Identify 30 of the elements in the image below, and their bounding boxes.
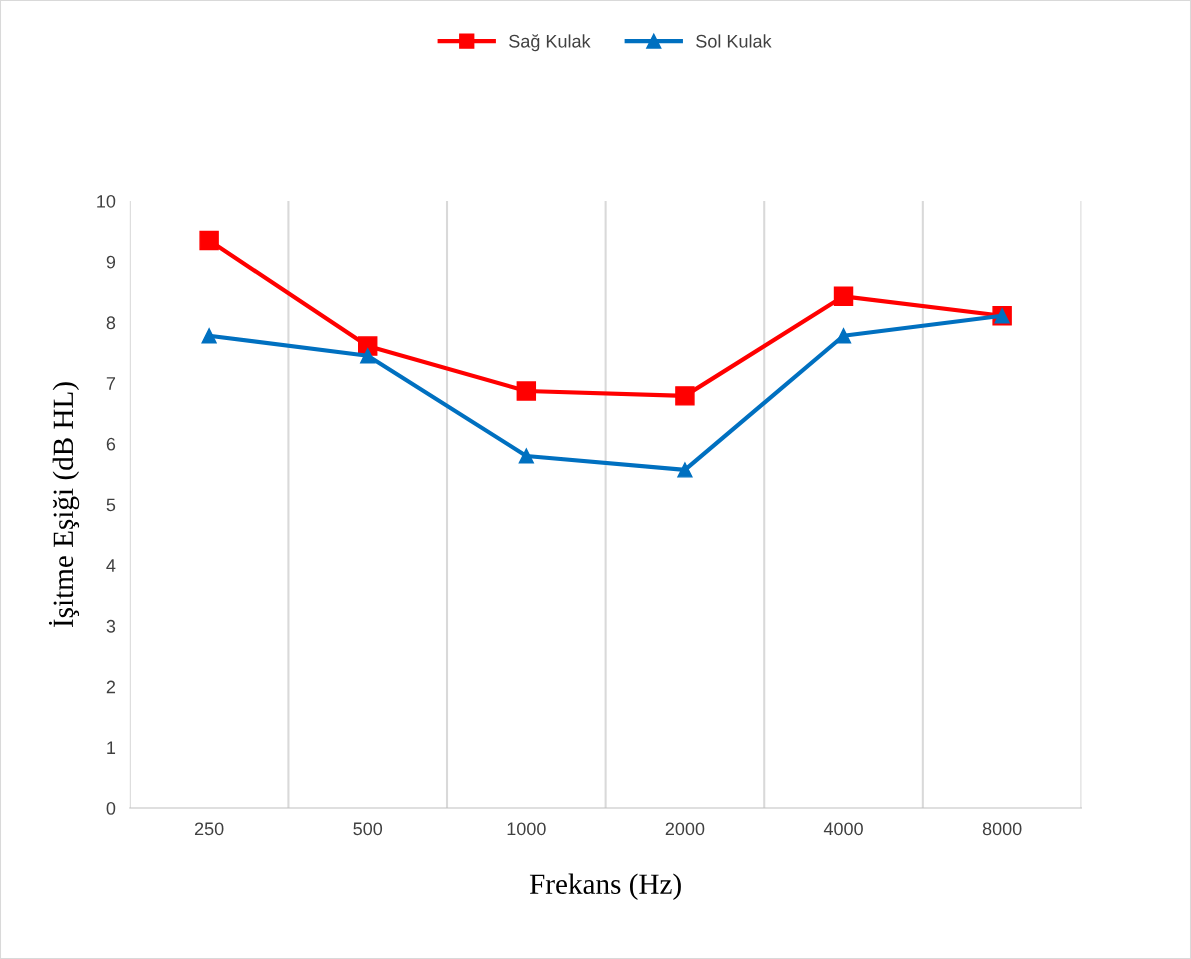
x-tick-label: 500	[353, 822, 383, 836]
y-tick-label: 10	[97, 194, 116, 208]
y-tick-label: 6	[106, 437, 116, 451]
point	[516, 381, 537, 401]
x-tick-label: 1000	[507, 822, 546, 836]
y-tick-label: 1	[107, 741, 116, 754]
point	[833, 286, 854, 307]
point	[518, 448, 534, 464]
y-axis-title: İşitme Eşiği (dB HL)	[48, 382, 80, 628]
y-tick-label: 7	[106, 377, 116, 390]
point	[360, 348, 376, 364]
legend-label: Sol Kulak	[696, 34, 772, 48]
y-tick-label: 8	[106, 316, 116, 330]
y-tick-label: 9	[106, 255, 116, 269]
x-tick-label: 250	[194, 822, 224, 836]
y-tick-label: 5	[106, 498, 116, 512]
y-tick-label: 2	[106, 680, 116, 694]
x-tick-label: 4000	[823, 822, 863, 836]
point	[677, 462, 693, 478]
point	[835, 328, 852, 344]
x-tick-label: 2000	[665, 822, 705, 836]
x-axis-title: Frekans (Hz)	[529, 873, 681, 900]
point	[201, 328, 217, 344]
y-tick-label: 3	[106, 619, 116, 633]
y-tick-label: 0	[106, 801, 116, 815]
legend-label: Sağ Kulak	[509, 34, 591, 52]
y-tick-label: 4	[106, 559, 116, 572]
point	[675, 386, 695, 406]
x-tick-label: 8000	[982, 822, 1022, 836]
point	[199, 230, 219, 251]
